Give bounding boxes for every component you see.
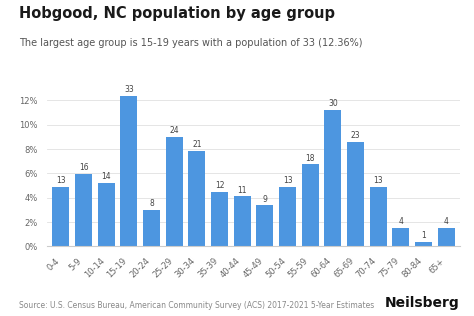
Bar — [211, 192, 228, 246]
Text: 4: 4 — [399, 217, 403, 227]
Bar — [302, 164, 319, 246]
Text: 13: 13 — [283, 176, 292, 185]
Text: 24: 24 — [170, 126, 179, 135]
Text: 30: 30 — [328, 99, 338, 108]
Bar — [370, 187, 387, 246]
Bar — [143, 210, 160, 246]
Bar — [166, 137, 183, 246]
Text: 23: 23 — [351, 131, 360, 140]
Text: 13: 13 — [56, 176, 66, 185]
Text: 21: 21 — [192, 140, 202, 149]
Bar — [189, 151, 205, 246]
Bar — [256, 205, 273, 246]
Text: 4: 4 — [444, 217, 448, 227]
Text: 1: 1 — [421, 231, 426, 240]
Bar — [415, 242, 432, 246]
Text: 13: 13 — [374, 176, 383, 185]
Bar — [438, 228, 455, 246]
Bar — [53, 187, 70, 246]
Text: 8: 8 — [149, 199, 154, 208]
Bar — [279, 187, 296, 246]
Bar — [234, 196, 251, 246]
Bar — [347, 142, 364, 246]
Bar — [98, 183, 115, 246]
Bar — [324, 110, 341, 246]
Text: Source: U.S. Census Bureau, American Community Survey (ACS) 2017-2021 5-Year Est: Source: U.S. Census Bureau, American Com… — [19, 301, 374, 310]
Text: 14: 14 — [101, 172, 111, 181]
Text: 33: 33 — [124, 85, 134, 94]
Bar — [75, 173, 92, 246]
Text: The largest age group is 15-19 years with a population of 33 (12.36%): The largest age group is 15-19 years wit… — [19, 38, 363, 48]
Text: 18: 18 — [305, 154, 315, 163]
Bar — [392, 228, 410, 246]
Text: 11: 11 — [237, 185, 247, 195]
Text: 9: 9 — [263, 195, 267, 204]
Text: 12: 12 — [215, 181, 224, 190]
Text: Neilsberg: Neilsberg — [385, 296, 460, 310]
Text: Hobgood, NC population by age group: Hobgood, NC population by age group — [19, 6, 335, 21]
Bar — [120, 96, 137, 246]
Text: 16: 16 — [79, 163, 89, 172]
